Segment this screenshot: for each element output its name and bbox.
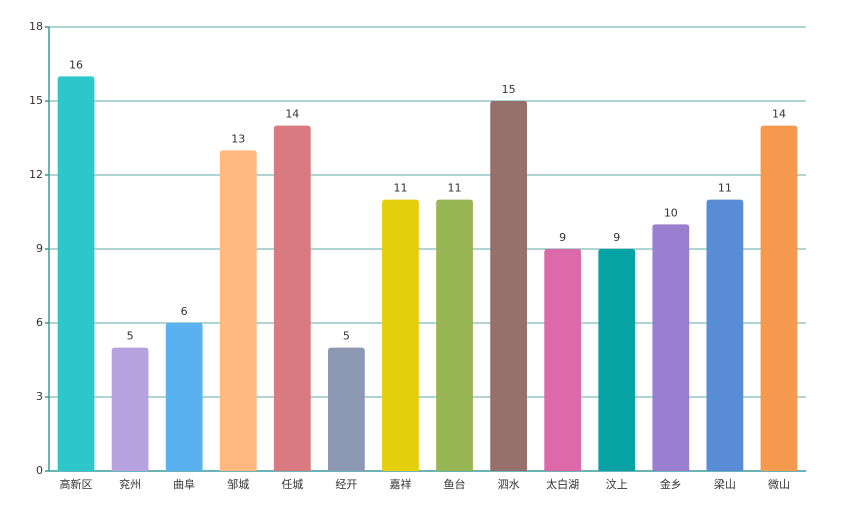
x-tick-label: 曲阜 <box>173 478 195 491</box>
x-tick-label: 兖州 <box>119 477 141 491</box>
x-tick-label: 金乡 <box>660 477 682 491</box>
bar <box>598 249 636 471</box>
data-label: 14 <box>285 108 299 121</box>
bar <box>328 347 365 471</box>
data-label: 11 <box>718 182 732 195</box>
data-label: 15 <box>502 83 516 96</box>
x-tick-label: 梁山 <box>714 477 736 491</box>
bar <box>165 323 203 471</box>
bar <box>544 249 582 471</box>
bar <box>219 150 257 472</box>
data-label: 16 <box>69 58 83 71</box>
x-tick-label: 泗水 <box>498 478 520 491</box>
y-tick-label: 15 <box>29 94 43 107</box>
x-tick-label: 任城 <box>281 478 303 491</box>
bar <box>382 199 419 471</box>
bar <box>652 224 690 471</box>
x-tick-label: 汶上 <box>606 477 628 491</box>
data-label: 6 <box>181 305 188 318</box>
y-tick-label: 9 <box>36 242 43 255</box>
x-tick-label: 嘉祥 <box>389 477 411 491</box>
x-tick-label: 经开 <box>335 478 357 491</box>
y-tick-label: 6 <box>36 316 43 329</box>
data-label: 9 <box>559 231 566 244</box>
data-label: 10 <box>664 206 678 219</box>
y-tick-label: 18 <box>29 20 43 33</box>
data-label: 5 <box>127 330 134 343</box>
data-label: 5 <box>343 330 350 343</box>
bar <box>490 101 527 471</box>
bar <box>436 199 473 471</box>
x-tick-label: 邹城 <box>227 478 249 491</box>
data-label: 11 <box>448 182 462 195</box>
y-tick-label: 3 <box>36 390 43 403</box>
x-tick-label: 高新区 <box>60 477 93 491</box>
bar <box>111 347 149 471</box>
data-label: 14 <box>772 108 786 121</box>
bar <box>706 199 744 471</box>
data-label: 11 <box>393 182 407 195</box>
bar <box>273 125 311 472</box>
x-tick-label: 微山 <box>768 477 790 491</box>
x-tick-label: 太白湖 <box>546 477 579 491</box>
data-label: 13 <box>231 132 245 145</box>
x-tick-label: 鱼台 <box>444 477 466 491</box>
y-tick-label: 0 <box>36 464 43 477</box>
y-tick-label: 12 <box>29 168 43 181</box>
bar <box>57 76 95 471</box>
data-label: 9 <box>613 231 620 244</box>
bar <box>760 125 798 472</box>
